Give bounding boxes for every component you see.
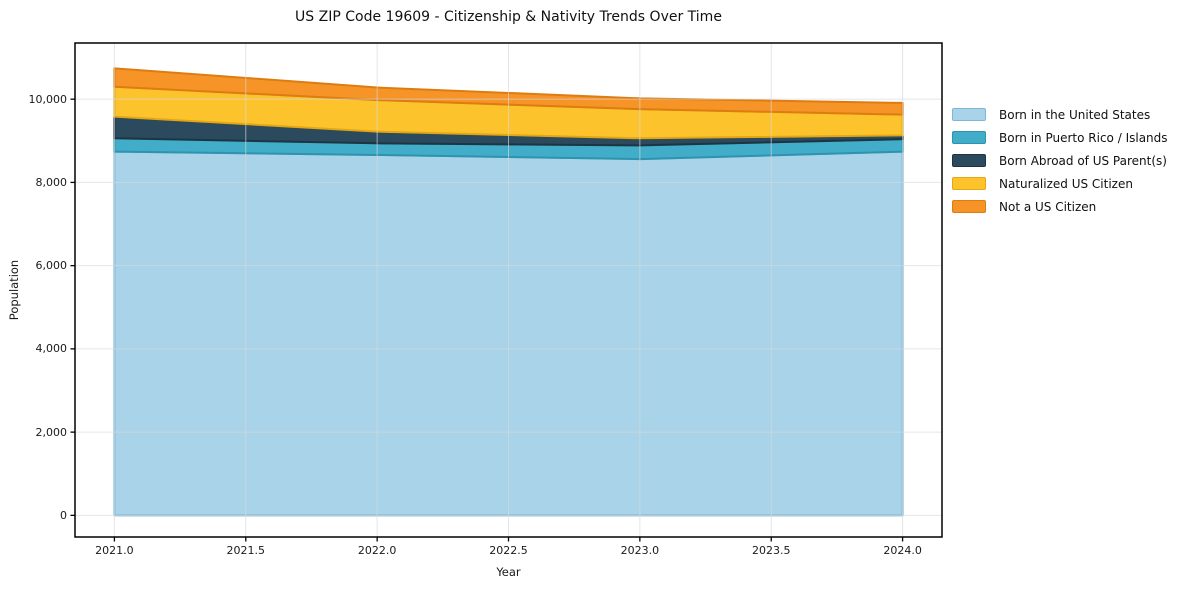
x-axis-label: Year [496,565,521,579]
y-tick-label: 4,000 [35,342,68,356]
legend-label: Naturalized US Citizen [999,176,1133,191]
legend-label: Not a US Citizen [999,199,1097,214]
legend-item-naturalized-us-citizen: Naturalized US Citizen [952,172,1168,195]
legend-item-born-in-the-united-states: Born in the United States [952,103,1168,126]
legend-label: Born in Puerto Rico / Islands [999,130,1168,145]
chart-title: US ZIP Code 19609 - Citizenship & Nativi… [295,9,722,25]
legend-item-born-abroad-of-us-parent-s: Born Abroad of US Parent(s) [952,149,1168,172]
x-tick-label: 2023.5 [751,544,791,557]
x-tick-label: 2021.5 [226,544,266,557]
legend-swatch [952,200,986,213]
x-tick-label: 2023.0 [620,544,660,557]
legend-swatch [952,177,986,190]
legend-label: Born in the United States [999,107,1151,122]
x-tick-label: 2022.5 [489,544,528,557]
legend-label: Born Abroad of US Parent(s) [999,153,1167,168]
y-tick-label: 6,000 [35,259,68,273]
legend-swatch [952,154,986,167]
y-tick-label: 0 [60,508,67,522]
legend-item-not-a-us-citizen: Not a US Citizen [952,195,1168,218]
plot-border [74,42,943,538]
x-tick-label: 2021.0 [95,544,134,557]
y-tick-label: 2,000 [35,425,68,439]
y-tick-label: 8,000 [35,175,68,189]
x-tick-label: 2024.0 [883,544,922,557]
legend-swatch [952,131,986,144]
legend: Born in the United States Born in Puerto … [952,103,1168,218]
legend-item-born-in-puerto-rico-islands: Born in Puerto Rico / Islands [952,126,1168,149]
gridlines [75,43,942,537]
y-tick-label: 10,000 [28,92,68,106]
legend-swatch [952,108,986,121]
x-tick-label: 2022.0 [357,544,397,557]
